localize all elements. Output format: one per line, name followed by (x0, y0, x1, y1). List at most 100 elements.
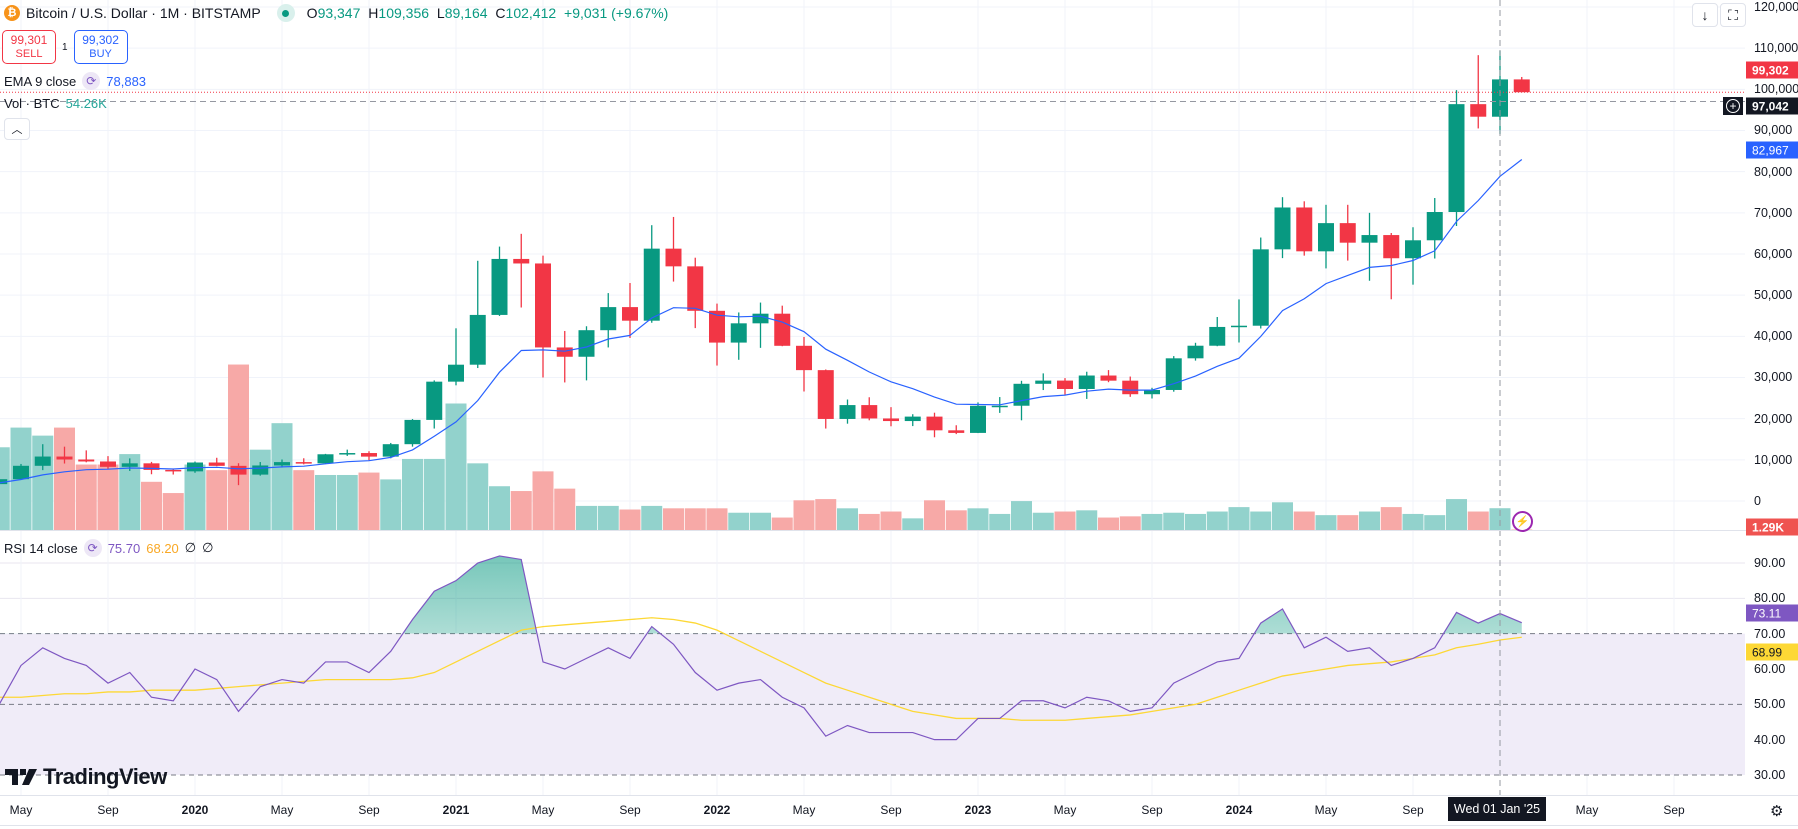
volume-bar (1098, 517, 1119, 530)
candle (730, 312, 747, 360)
rsi-tick-label: 80.00 (1754, 591, 1786, 606)
candle (622, 283, 638, 338)
candle-body (143, 463, 160, 470)
candle-body (730, 323, 747, 343)
volume-bar (54, 427, 75, 530)
add-alert-button[interactable]: + (1723, 97, 1743, 115)
candle-body (1448, 104, 1465, 213)
candle (252, 462, 269, 476)
volume-bar (141, 481, 162, 530)
price-tick-label: 110,000 (1754, 41, 1798, 56)
candle (600, 293, 617, 348)
candle-body (100, 461, 116, 467)
candle (535, 255, 551, 378)
time-tick-label: 2020 (181, 803, 209, 817)
candle (709, 303, 725, 366)
collapse-legend-button[interactable]: ︿ (4, 118, 30, 140)
fullscreen-button[interactable]: ⛶ (1720, 3, 1746, 27)
candle (948, 425, 965, 435)
time-tick-label: May (1314, 803, 1338, 817)
logo-text: TradingView (43, 764, 167, 789)
volume-bar (1315, 515, 1337, 530)
symbol-legend: ₿ Bitcoin / U.S. Dollar · 1M · BITSTAMP … (4, 4, 672, 22)
time-tick-label: Sep (1402, 803, 1424, 817)
rsi-tick-label: 40.00 (1754, 732, 1786, 747)
rsi-tick-label: 70.00 (1754, 626, 1786, 641)
candle-body (1405, 240, 1421, 259)
volume-bar (837, 508, 858, 530)
candle (774, 305, 791, 347)
volume-bar (1424, 515, 1446, 530)
candle-body (404, 419, 421, 445)
candle-body (1035, 380, 1052, 384)
volume-bar (858, 513, 880, 530)
candle-body (883, 418, 899, 422)
candle (1122, 376, 1139, 397)
buy-button[interactable]: 99,302 BUY (73, 30, 128, 64)
refresh-icon[interactable]: ⟳ (83, 539, 102, 557)
fullscreen-icon: ⛶ (1728, 6, 1738, 23)
rsi-legend[interactable]: RSI 14 close ⟳ 75.70 68.20 ∅ ∅ (4, 539, 213, 557)
rsi-line (0, 555, 1522, 741)
volume-bar (1011, 501, 1032, 530)
candle (1513, 76, 1530, 93)
spread-value: 1 (62, 41, 68, 53)
volume-bar (510, 491, 532, 530)
candle-body (469, 314, 486, 365)
candle-body (948, 430, 965, 433)
price-tick-label: 30,000 (1754, 370, 1793, 385)
refresh-icon[interactable]: ⟳ (82, 72, 101, 90)
price-tick-label: 40,000 (1754, 329, 1793, 344)
candle (1252, 237, 1269, 329)
volume-bar (1402, 513, 1424, 530)
volume-legend[interactable]: Vol · BTC 54.26K (4, 96, 107, 111)
candle (382, 442, 399, 459)
candle-body (1187, 345, 1204, 359)
symbol-title[interactable]: Bitcoin / U.S. Dollar · 1M · BITSTAMP (26, 5, 261, 21)
candle (1231, 299, 1247, 343)
volume-bar (1293, 511, 1315, 530)
volume-bar (1489, 508, 1511, 530)
candle-body (1252, 249, 1269, 326)
scroll-to-realtime-button[interactable]: ↓ (1692, 3, 1718, 27)
lightning-icon[interactable]: ⚡ (1512, 511, 1533, 532)
ema-legend[interactable]: EMA 9 close ⟳ 78,883 (4, 72, 146, 90)
candle-body (274, 462, 290, 466)
time-tick-label: May (1575, 803, 1599, 817)
candle-body (426, 381, 443, 420)
crosshair-date-label: Wed 01 Jan '25 (1448, 797, 1546, 821)
candle-body (1296, 207, 1313, 252)
high-value: 109,356 (378, 5, 430, 21)
low-label: L (436, 5, 445, 21)
candle (274, 459, 290, 468)
volume-bar (423, 458, 445, 530)
volume-bar (315, 474, 336, 530)
candle-body (1383, 235, 1400, 259)
volume-bar (728, 512, 750, 530)
gear-icon[interactable]: ⚙ (1770, 803, 1784, 820)
candle-body (1513, 79, 1530, 93)
candle (426, 380, 443, 429)
candle (1057, 378, 1073, 395)
time-tick-label: Sep (358, 803, 380, 817)
candle (165, 469, 182, 475)
open-value: 93,347 (317, 5, 361, 21)
tradingview-logo[interactable]: TradingView (5, 764, 167, 790)
volume-bar (162, 493, 184, 530)
volume-bar (793, 500, 815, 530)
candle-body (665, 248, 682, 267)
candle (578, 326, 595, 381)
plus-icon: + (1726, 99, 1740, 113)
candle-body (709, 310, 725, 343)
time-tick-label: May (270, 803, 294, 817)
candle (1078, 371, 1095, 399)
candle-body (513, 258, 530, 264)
buy-price: 99,302 (82, 33, 119, 47)
volume-bar (902, 518, 924, 530)
candle (404, 419, 421, 447)
sell-button[interactable]: 99,301 SELL (2, 30, 56, 64)
candle (1339, 204, 1356, 261)
price-tick-label: 50,000 (1754, 288, 1793, 303)
candle (926, 412, 943, 438)
